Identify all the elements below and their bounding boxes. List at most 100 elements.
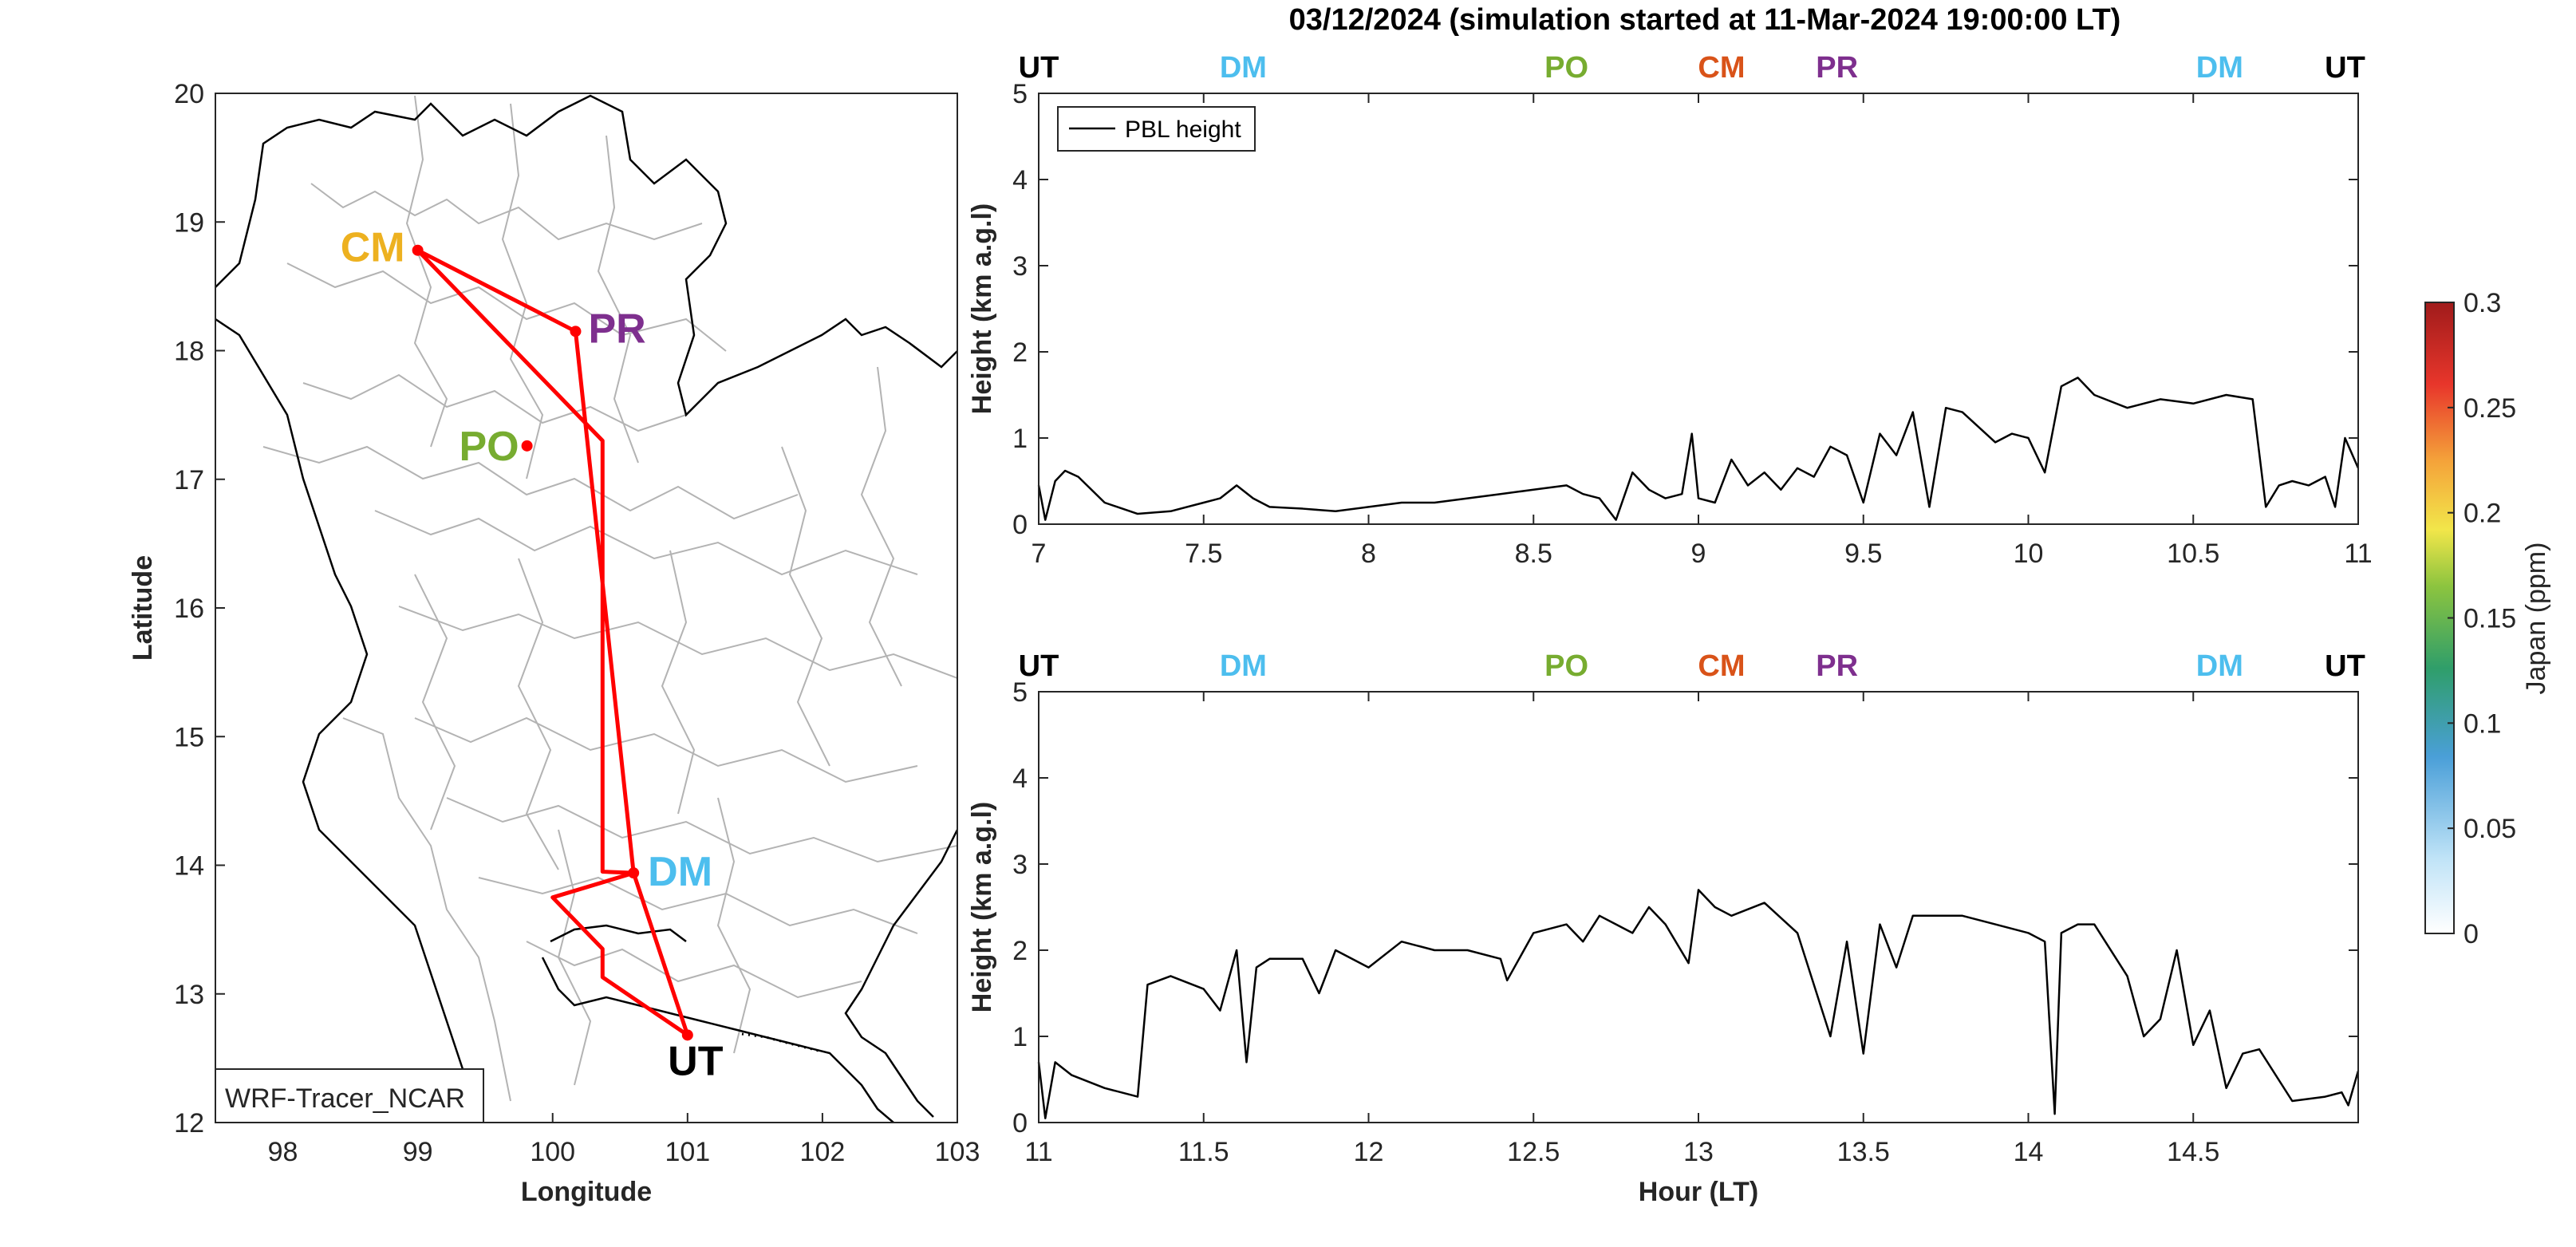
station-marker [521, 440, 533, 452]
map-x-label: Longitude [521, 1177, 652, 1207]
top-marker-pr: PR [1816, 51, 1858, 85]
station-marker [681, 1029, 693, 1041]
map-y-tick-label: 19 [174, 207, 204, 238]
x-tick-label: 11.5 [1178, 1137, 1229, 1167]
top-marker-pr: PR [1816, 649, 1858, 683]
map-y-tick-label: 12 [174, 1108, 204, 1138]
map-x-ticks: 98 99 100 101 102 103 [268, 1113, 980, 1167]
top-marker-ut: UT [1019, 51, 1059, 85]
pbl-height-line [1037, 377, 2360, 521]
map-y-tick-label: 15 [174, 722, 204, 752]
top-marker-dm: DM [1220, 51, 1267, 85]
model-label: WRF-Tracer_NCAR [225, 1083, 465, 1114]
plot-area [1039, 692, 2358, 1123]
y-tick-label: 1 [1012, 424, 1028, 454]
map-axes-box [215, 93, 957, 1123]
top-marker-ut: UT [1019, 649, 1059, 683]
pbl-height-line [1037, 889, 2360, 1119]
coastline-dots [741, 1032, 823, 1053]
x-axis-label: Hour (LT) [1639, 1177, 1758, 1207]
colorbar-ticks: 0 0.05 0.1 0.15 0.2 0.25 0.3 [2448, 288, 2516, 949]
map-panel: CM PR PO DM UT 98 99 100 101 102 103 12 13 14 15 16 17… [128, 79, 980, 1207]
station-label-dm: DM [648, 849, 712, 895]
figure-title: 03/12/2024 (simulation started at 11-Mar… [1289, 3, 2121, 37]
station-marker [412, 244, 424, 256]
colorbar-tick-label: 0 [2464, 919, 2479, 949]
x-tick-label: 14.5 [2167, 1137, 2219, 1167]
top-marker-dm: DM [2196, 51, 2243, 85]
top-marker-po: PO [1544, 51, 1588, 85]
plot-area [1039, 93, 2358, 524]
model-label-box [215, 1068, 484, 1123]
y-tick-label: 5 [1012, 677, 1028, 708]
x-tick-label: 12.5 [1507, 1137, 1560, 1167]
map-y-label: Latitude [128, 555, 158, 661]
colorbar: 0 0.05 0.1 0.15 0.2 0.25 0.3 Japan (ppm) [2424, 288, 2551, 949]
map-x-tick-label: 102 [800, 1137, 846, 1167]
map-x-tick-label: 100 [530, 1137, 575, 1167]
colorbar-tick-label: 0.25 [2464, 393, 2516, 424]
colorbar-tick-label: 0.15 [2464, 604, 2516, 634]
top-marker-dm: DM [2196, 649, 2243, 683]
station-label-pr: PR [588, 306, 645, 352]
y-tick-label: 2 [1012, 337, 1028, 368]
colorbar-tick-label: 0.05 [2464, 814, 2516, 844]
top-marker-ut: UT [2325, 649, 2365, 683]
x-tick-label: 8.5 [1515, 539, 1552, 569]
map-y-tick-label: 20 [174, 79, 204, 109]
map-y-tick-label: 18 [174, 337, 204, 367]
x-tick-label: 9.5 [1844, 539, 1882, 569]
legend-label: PBL height [1125, 116, 1241, 143]
x-tick-label: 10 [2014, 539, 2044, 569]
y-tick-label: 5 [1012, 79, 1028, 109]
x-tick-label: 7 [1032, 539, 1047, 569]
province-boundaries [262, 95, 957, 1102]
country-border [215, 94, 957, 1123]
x-tick-label: 11 [2344, 539, 2372, 569]
top-marker-cm: CM [1698, 649, 1745, 683]
station-label-po: PO [459, 424, 519, 470]
top-marker-dm: DM [1220, 649, 1267, 683]
station-label-cm: CM [341, 225, 405, 271]
x-tick-label: 14 [2014, 1137, 2044, 1167]
colorbar-tick-label: 0.1 [2464, 708, 2501, 739]
colorbar-tick-label: 0.3 [2464, 288, 2501, 318]
x-tick-label: 10.5 [2167, 539, 2219, 569]
x-tick-label: 12 [1354, 1137, 1384, 1167]
y-tick-label: 0 [1012, 1108, 1028, 1138]
map-y-tick-label: 17 [174, 465, 204, 495]
x-tick-label: 13 [1683, 1137, 1714, 1167]
top-marker-po: PO [1544, 649, 1588, 683]
map-y-tick-label: 16 [174, 594, 204, 624]
top-marker-cm: CM [1698, 51, 1745, 85]
colorbar-label: Japan (ppm) [2521, 543, 2551, 695]
map-x-tick-label: 103 [935, 1137, 980, 1167]
legend: PBL height [1057, 106, 1256, 152]
y-tick-label: 3 [1012, 251, 1028, 282]
x-tick-label: 9 [1691, 539, 1706, 569]
y-tick-label: 3 [1012, 850, 1028, 880]
y-axis-label: Height (km a.g.l) [967, 802, 997, 1012]
y-tick-label: 0 [1012, 510, 1028, 540]
station-marker [628, 867, 640, 879]
map-x-tick-label: 101 [665, 1137, 710, 1167]
map-y-ticks: 12 13 14 15 16 17 18 19 20 [174, 79, 225, 1138]
x-tick-label: 7.5 [1185, 539, 1222, 569]
map-y-tick-label: 13 [174, 980, 204, 1010]
station-label-ut: UT [668, 1038, 724, 1084]
y-tick-label: 1 [1012, 1022, 1028, 1052]
map-y-tick-label: 14 [174, 851, 204, 882]
map-x-tick-label: 99 [403, 1137, 433, 1167]
y-tick-label: 4 [1012, 165, 1028, 195]
y-tick-label: 2 [1012, 936, 1028, 966]
y-tick-label: 4 [1012, 764, 1028, 794]
x-tick-label: 13.5 [1837, 1137, 1890, 1167]
map-x-tick-label: 98 [268, 1137, 298, 1167]
x-tick-label: 11 [1024, 1137, 1052, 1167]
y-axis-label: Height (km a.g.l) [967, 203, 997, 414]
x-tick-label: 8 [1361, 539, 1376, 569]
colorbar-tick-label: 0.2 [2464, 499, 2501, 529]
